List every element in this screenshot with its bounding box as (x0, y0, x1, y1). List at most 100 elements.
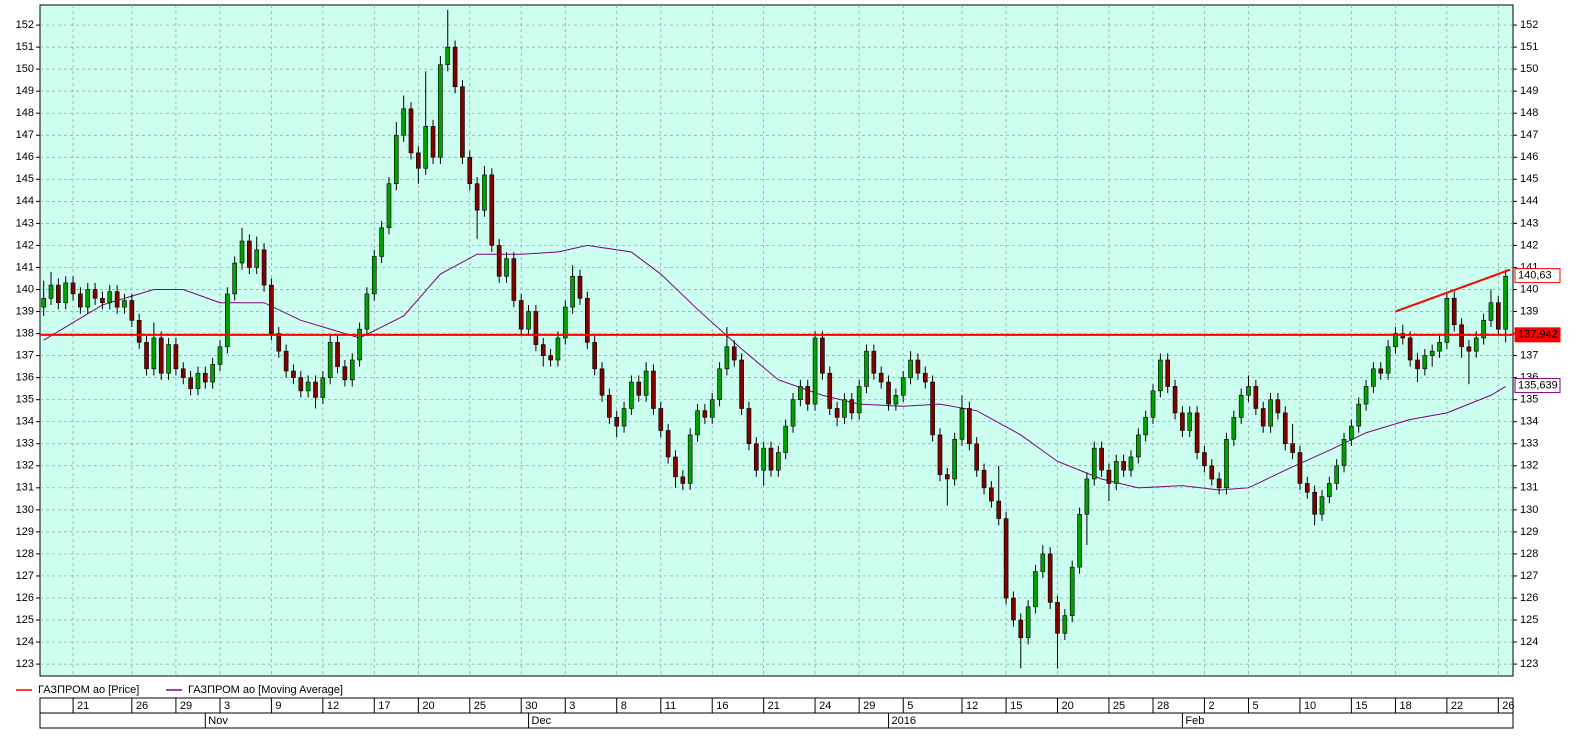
legend-label: ГАЗПРОМ ао [Moving Average] (188, 684, 343, 696)
candle-body (952, 439, 957, 480)
x-tick-label: 11 (665, 700, 676, 712)
candle-body (416, 152, 421, 169)
candle-body (482, 174, 487, 211)
candle-body (56, 284, 61, 304)
price-tag-label: 140,63 (1518, 270, 1552, 282)
candle-body (834, 408, 840, 418)
y-tick-label: 140 (1520, 283, 1538, 295)
candle-body (261, 249, 267, 286)
candle-body (959, 408, 965, 440)
candle-body (562, 306, 568, 339)
candle-body (335, 342, 340, 367)
candle-body (1033, 571, 1038, 608)
y-tick-label: 137 (1520, 350, 1538, 362)
y-tick-label: 127 (1520, 570, 1538, 582)
candle-body (526, 311, 531, 330)
price-tag-label: 135,639 (1518, 379, 1558, 391)
candle-body (717, 368, 722, 400)
y-tick-label: 129 (1520, 526, 1538, 538)
y-tick-label: 141 (16, 261, 34, 273)
candle-body (408, 108, 414, 154)
month-label: Dec (532, 715, 552, 727)
candle-body (1011, 597, 1016, 621)
candle-body (445, 46, 451, 66)
y-tick-label: 128 (16, 548, 34, 560)
candle-body (548, 355, 553, 361)
y-tick-label: 128 (1520, 548, 1538, 560)
price-tag-label: 137,942 (1518, 329, 1558, 341)
y-tick-label: 152 (1520, 19, 1538, 31)
x-tick-label: 12 (327, 700, 339, 712)
y-tick-label: 124 (16, 636, 34, 648)
month-label: 2016 (892, 715, 916, 727)
candle-body (687, 434, 693, 484)
x-tick-label: 5 (1253, 700, 1259, 712)
candle-body (842, 399, 847, 418)
y-tick-label: 133 (1520, 438, 1538, 450)
candle-body (70, 282, 76, 295)
candle-body (570, 275, 575, 308)
candle-body (1327, 483, 1332, 497)
y-tick-label: 147 (1520, 129, 1538, 141)
y-tick-label: 134 (16, 416, 34, 428)
candle-body (761, 447, 766, 471)
candle-body (989, 487, 994, 502)
candle-body (1341, 439, 1347, 467)
x-tick-label: 21 (768, 700, 780, 712)
legend-label: ГАЗПРОМ ао [Price] (38, 684, 139, 696)
y-tick-label: 137 (16, 350, 34, 362)
candle-body (489, 174, 495, 246)
candle-body (1282, 412, 1288, 445)
candle-body (665, 430, 671, 458)
candle-body (438, 64, 443, 158)
candle-body (144, 342, 149, 370)
candle-body (342, 366, 348, 381)
y-tick-label: 145 (1520, 173, 1538, 185)
candle-body (1319, 496, 1325, 515)
candle-body (1224, 439, 1229, 489)
candle-body (1334, 465, 1340, 484)
candle-body (1158, 359, 1163, 392)
candle-body (225, 293, 230, 348)
candle-body (1444, 298, 1450, 343)
candle-body (92, 289, 98, 299)
candle-body (1106, 469, 1112, 484)
candle-body (232, 262, 238, 295)
candle-body (180, 368, 186, 378)
candle-body (798, 386, 803, 400)
candle-body (915, 359, 921, 374)
candle-body (247, 240, 252, 268)
candle-body (504, 258, 509, 277)
candle-body (746, 408, 752, 445)
price-tag (1514, 378, 1561, 394)
candle-body (1312, 491, 1317, 515)
y-tick-label: 143 (1520, 217, 1538, 229)
candle-body (327, 342, 333, 378)
candle-body (239, 240, 245, 264)
candle-body (349, 359, 355, 381)
y-tick-label: 152 (16, 19, 34, 31)
candle-body (217, 346, 223, 365)
candle-body (1407, 337, 1413, 361)
candle-body (1121, 461, 1126, 471)
x-tick-label: 25 (474, 700, 486, 712)
candle-body (827, 372, 833, 409)
candle-body (753, 443, 759, 471)
x-tick-label: 21 (77, 700, 89, 712)
x-tick-label: 25 (1113, 700, 1125, 712)
candle-body (900, 377, 906, 396)
candle-body (210, 364, 215, 383)
y-tick-label: 148 (16, 107, 34, 119)
candle-body (41, 298, 46, 308)
x-tick-label: 28 (1157, 700, 1169, 712)
candle-body (1062, 615, 1068, 634)
candle-body (1349, 425, 1354, 440)
candle-body (709, 399, 715, 418)
candle-body (812, 337, 818, 405)
candle-body (496, 245, 502, 277)
candle-body (269, 284, 274, 334)
candle-body (680, 476, 686, 484)
candle-body (1488, 302, 1494, 321)
x-tick-label: 8 (621, 700, 627, 712)
candle-body (173, 344, 179, 370)
